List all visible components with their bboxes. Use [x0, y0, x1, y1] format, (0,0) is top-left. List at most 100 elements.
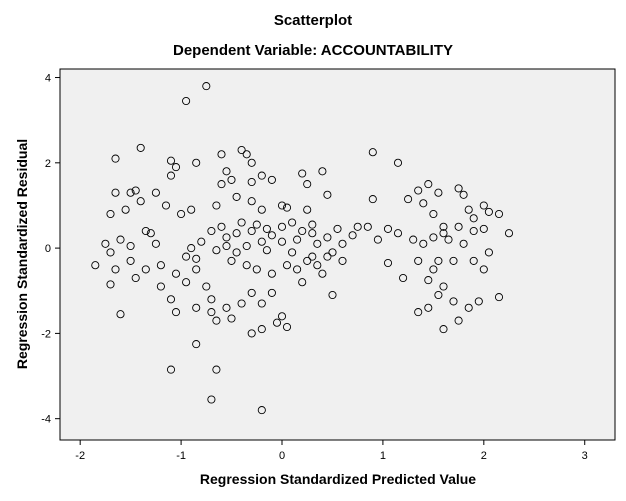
scatter-point: [282, 261, 292, 270]
scatter-point: [156, 282, 165, 291]
x-tick-label: 0: [279, 450, 285, 462]
scatter-point: [171, 163, 181, 172]
scatter-point: [187, 205, 196, 214]
y-tick-label: -2: [41, 328, 51, 340]
scatter-point: [449, 256, 458, 265]
scatter-point: [237, 299, 246, 308]
scatter-point: [363, 222, 372, 231]
scatter-point: [192, 340, 201, 349]
scatter-point: [328, 248, 337, 257]
scatter-point: [257, 237, 266, 246]
scatter-point: [222, 241, 231, 251]
scatter-point: [126, 241, 135, 251]
scatter-point: [116, 235, 125, 244]
scatter-point: [177, 209, 186, 219]
scatter-point: [217, 150, 226, 159]
x-tick-label: -2: [75, 450, 85, 462]
scatter-point: [484, 248, 493, 257]
scatter-point: [439, 325, 448, 334]
y-tick-label: -4: [41, 414, 51, 426]
scatter-point: [393, 158, 403, 167]
scatter-point: [106, 209, 115, 219]
scatter-point: [227, 175, 236, 184]
scatter-point: [242, 241, 251, 251]
scatter-point: [414, 308, 423, 317]
scatter-point: [504, 229, 514, 238]
scatter-point: [323, 190, 332, 199]
scatter-point: [277, 312, 287, 321]
scatter-point: [136, 197, 145, 206]
scatter-point: [434, 256, 443, 265]
scatter-point: [207, 226, 216, 236]
chart-title: Scatterplot: [273, 12, 353, 29]
scatter-point: [252, 220, 261, 229]
scatter-point: [182, 252, 191, 261]
scatter-point: [313, 261, 322, 270]
scatter-point: [192, 158, 201, 167]
scatter-point: [121, 205, 130, 214]
scatter-point: [171, 269, 181, 278]
scatter-points: [91, 82, 514, 415]
scatter-point: [303, 180, 312, 189]
scatter-point: [131, 273, 140, 283]
scatter-point: [404, 195, 413, 204]
scatter-point: [247, 158, 256, 167]
scatter-point: [272, 318, 282, 327]
scatter-point: [207, 295, 216, 304]
scatter-point: [439, 222, 448, 231]
scatter-point: [126, 188, 135, 197]
scatter-point: [101, 239, 110, 248]
scatter-point: [267, 269, 276, 278]
scatter-point: [111, 265, 120, 274]
scatter-point: [247, 288, 256, 297]
scatter-point: [277, 237, 287, 246]
scatter-point: [429, 265, 438, 274]
scatter-point: [166, 365, 176, 374]
scatter-point: [202, 282, 211, 291]
scatter-point: [247, 329, 256, 338]
scatter-point: [237, 218, 246, 227]
scatter-point: [247, 197, 256, 206]
scatter-point: [449, 297, 458, 306]
scatter-point: [308, 220, 317, 229]
scatter-point: [252, 265, 261, 274]
scatter-point: [222, 303, 231, 312]
scatter-point: [479, 224, 488, 233]
y-tick-label: 0: [45, 243, 51, 255]
scatter-point: [106, 280, 115, 289]
plot-area: [59, 68, 616, 441]
scatter-point: [383, 224, 393, 233]
scatter-point: [338, 256, 347, 265]
scatter-point: [217, 222, 226, 231]
scatter-point: [151, 188, 160, 197]
scatter-point: [212, 246, 221, 255]
y-axis-title: Regression Standardized Residual: [14, 139, 30, 369]
scatter-point: [399, 273, 408, 283]
scatter-point: [298, 169, 307, 178]
scatter-point: [429, 209, 438, 219]
scatter-point: [479, 201, 488, 210]
scatter-point: [222, 233, 231, 242]
scatter-point: [91, 261, 100, 270]
scatter-point: [182, 96, 191, 106]
scatter-point: [464, 303, 473, 312]
scatter-point: [182, 278, 191, 287]
scatter-point: [434, 290, 443, 300]
scatter-point: [267, 231, 276, 240]
scatter-point: [439, 229, 448, 238]
scatter-point: [308, 252, 317, 261]
scatter-point: [298, 226, 307, 236]
scatter-point: [207, 395, 216, 404]
scatter-point: [106, 248, 115, 257]
scatter-point: [414, 186, 423, 195]
scatter-point: [424, 180, 433, 189]
scatter-point: [116, 310, 125, 319]
scatter-point: [171, 308, 181, 317]
scatter-point: [338, 239, 347, 248]
scatter-point: [308, 229, 317, 238]
scatter-point: [282, 322, 292, 332]
chart-subtitle: Dependent Variable: ACCOUNTABILITY: [172, 42, 454, 59]
scatter-point: [217, 180, 226, 189]
scatter-point: [459, 239, 468, 248]
